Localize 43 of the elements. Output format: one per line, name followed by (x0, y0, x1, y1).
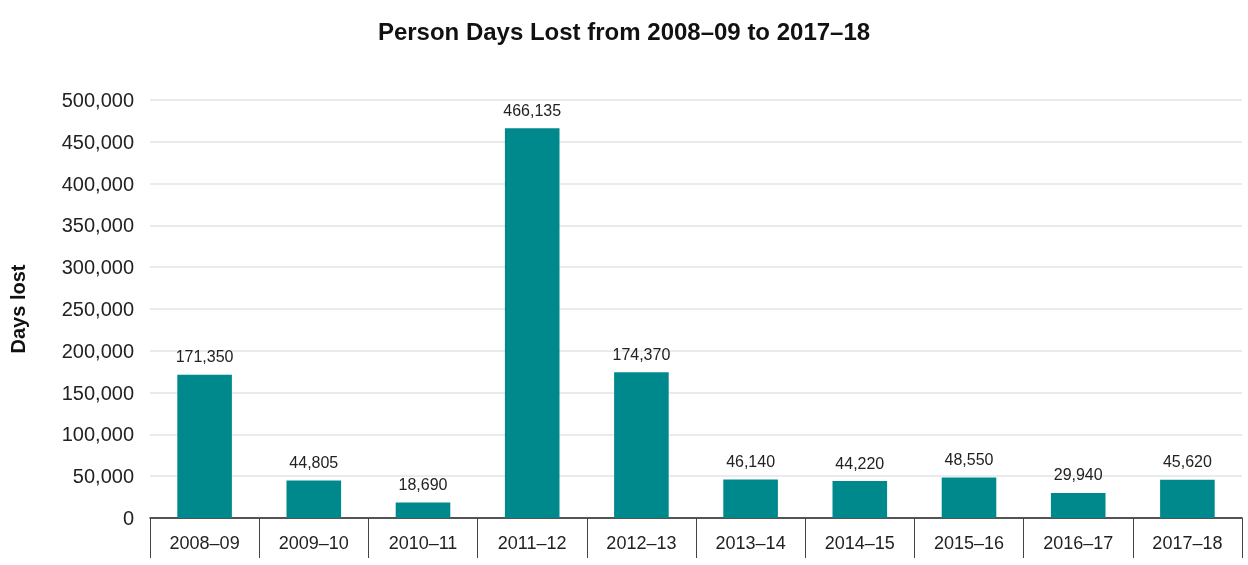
bar (1160, 479, 1215, 518)
x-tick-label: 2015–16 (933, 533, 1005, 553)
data-label: 44,805 (289, 454, 339, 472)
x-tick-label: 2017–18 (1152, 533, 1223, 553)
y-tick-label: 500,000 (61, 89, 134, 111)
y-tick-label: 300,000 (61, 256, 134, 279)
data-label: 44,220 (835, 454, 885, 472)
x-tick-label: 2014–15 (824, 533, 895, 553)
y-tick-label: 200,000 (61, 339, 134, 362)
data-label: 29,940 (1053, 466, 1103, 484)
x-tick-label: 2013–14 (715, 533, 786, 553)
y-tick-label: 50,000 (72, 465, 134, 488)
y-tick-label: 100,000 (61, 423, 134, 446)
x-tick-label: 2011–12 (497, 533, 567, 553)
bar (941, 477, 997, 518)
bar (723, 479, 778, 518)
y-tick-label: 150,000 (61, 381, 134, 404)
bar (832, 481, 888, 518)
data-label: 466,135 (503, 101, 562, 119)
y-tick-label: 350,000 (61, 214, 134, 237)
y-tick-label: 250,000 (61, 298, 134, 320)
x-tick-label: 2016–17 (1043, 533, 1114, 553)
bar (1050, 492, 1106, 518)
data-label: 18,690 (398, 475, 448, 493)
x-tick-label: 2009–10 (278, 533, 349, 553)
y-axis-title: Days lost (7, 264, 29, 354)
y-tick-label: 450,000 (61, 130, 134, 153)
data-label: 48,550 (944, 450, 994, 468)
y-tick-label: 0 (122, 507, 134, 529)
bar (504, 128, 560, 518)
bar (177, 374, 232, 518)
bar (614, 372, 669, 518)
data-label: 46,140 (726, 452, 776, 470)
x-tick-label: 2008–09 (169, 533, 240, 553)
data-label: 45,620 (1162, 453, 1212, 471)
y-tick-label: 400,000 (61, 172, 134, 195)
data-label: 171,350 (175, 348, 234, 366)
chart-title: Person Days Lost from 2008–09 to 2017–18 (377, 17, 871, 45)
x-tick-label: 2012–13 (606, 533, 677, 553)
bar (286, 480, 342, 518)
x-tick-label: 2010–11 (388, 533, 458, 553)
data-label: 174,370 (612, 345, 671, 363)
bar (395, 502, 451, 518)
